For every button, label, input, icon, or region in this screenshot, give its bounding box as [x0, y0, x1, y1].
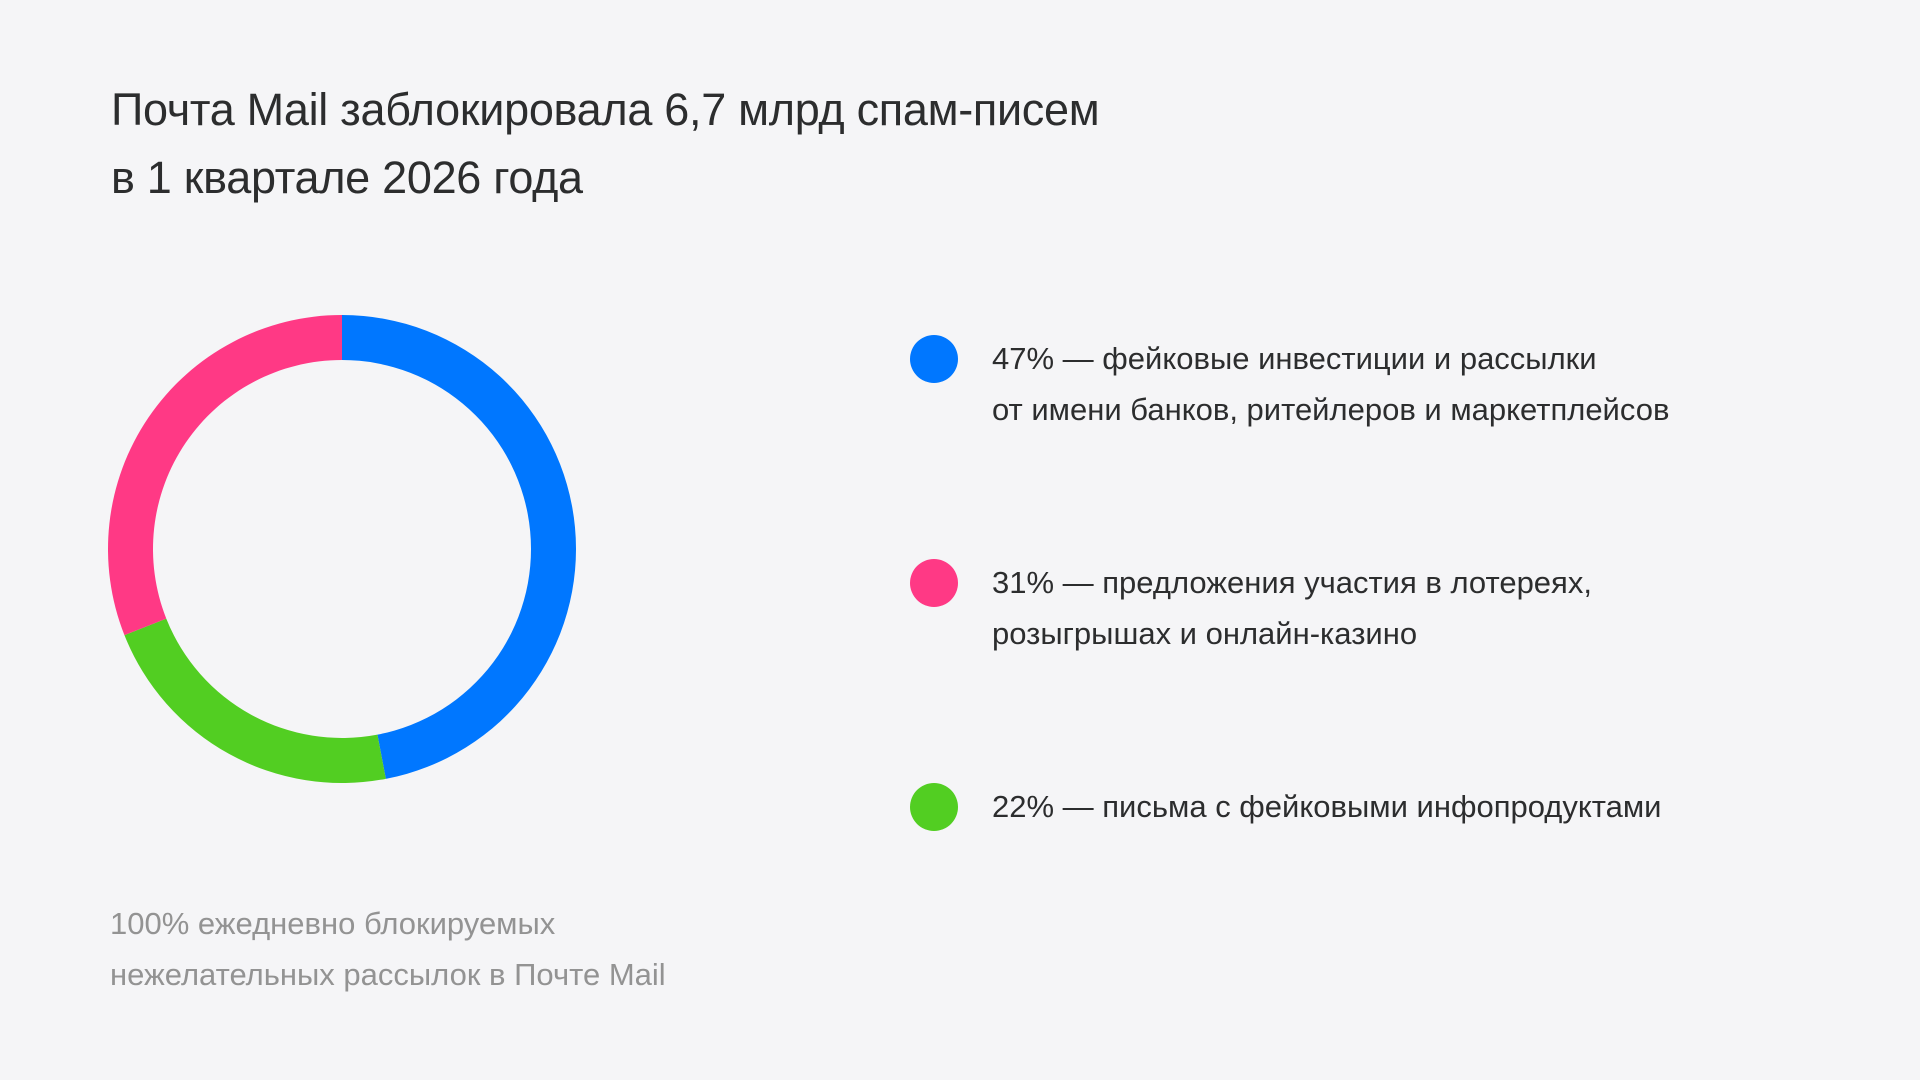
legend-label-line: от имени банков, ритейлеров и маркетплей… [992, 392, 1670, 427]
legend-label-line: 31% — предложения участия в лотереях, [992, 565, 1592, 600]
legend-dot-green-icon [910, 783, 958, 831]
legend-dot-pink-icon [910, 559, 958, 607]
donut-segment [108, 315, 342, 636]
donut-chart [108, 315, 576, 783]
legend-label: 22% — письма с фейковыми инфопродуктами [992, 781, 1662, 832]
legend-label-line: розыгрышах и онлайн-казино [992, 616, 1418, 651]
title-line-2: в 1 квартале 2026 года [111, 152, 583, 203]
footnote-line-2: нежелательных рассылок в Почте Mail [110, 957, 666, 992]
legend-label-line: 47% — фейковые инвестиции и рассылки [992, 341, 1597, 376]
legend-item-infoproducts: 22% — письма с фейковыми инфопродуктами [910, 783, 1662, 832]
legend-dot-blue-icon [910, 335, 958, 383]
legend-label-line: 22% — письма с фейковыми инфопродуктами [992, 789, 1662, 824]
footnote-line-1: 100% ежедневно блокируемых [110, 906, 556, 941]
legend: 47% — фейковые инвестиции и рассылки от … [910, 0, 1870, 1080]
page-title: Почта Mail заблокировала 6,7 млрд спам-п… [111, 76, 1100, 212]
legend-label: 31% — предложения участия в лотереях, ро… [992, 557, 1592, 659]
donut-segments [108, 315, 576, 783]
footnote: 100% ежедневно блокируемых нежелательных… [110, 898, 666, 1000]
legend-item-investments: 47% — фейковые инвестиции и рассылки от … [910, 335, 1669, 435]
donut-segment [124, 618, 386, 783]
donut-segment [342, 315, 576, 779]
title-line-1: Почта Mail заблокировала 6,7 млрд спам-п… [111, 84, 1100, 135]
legend-label: 47% — фейковые инвестиции и рассылки от … [992, 333, 1669, 435]
legend-item-lotteries: 31% — предложения участия в лотереях, ро… [910, 559, 1592, 659]
